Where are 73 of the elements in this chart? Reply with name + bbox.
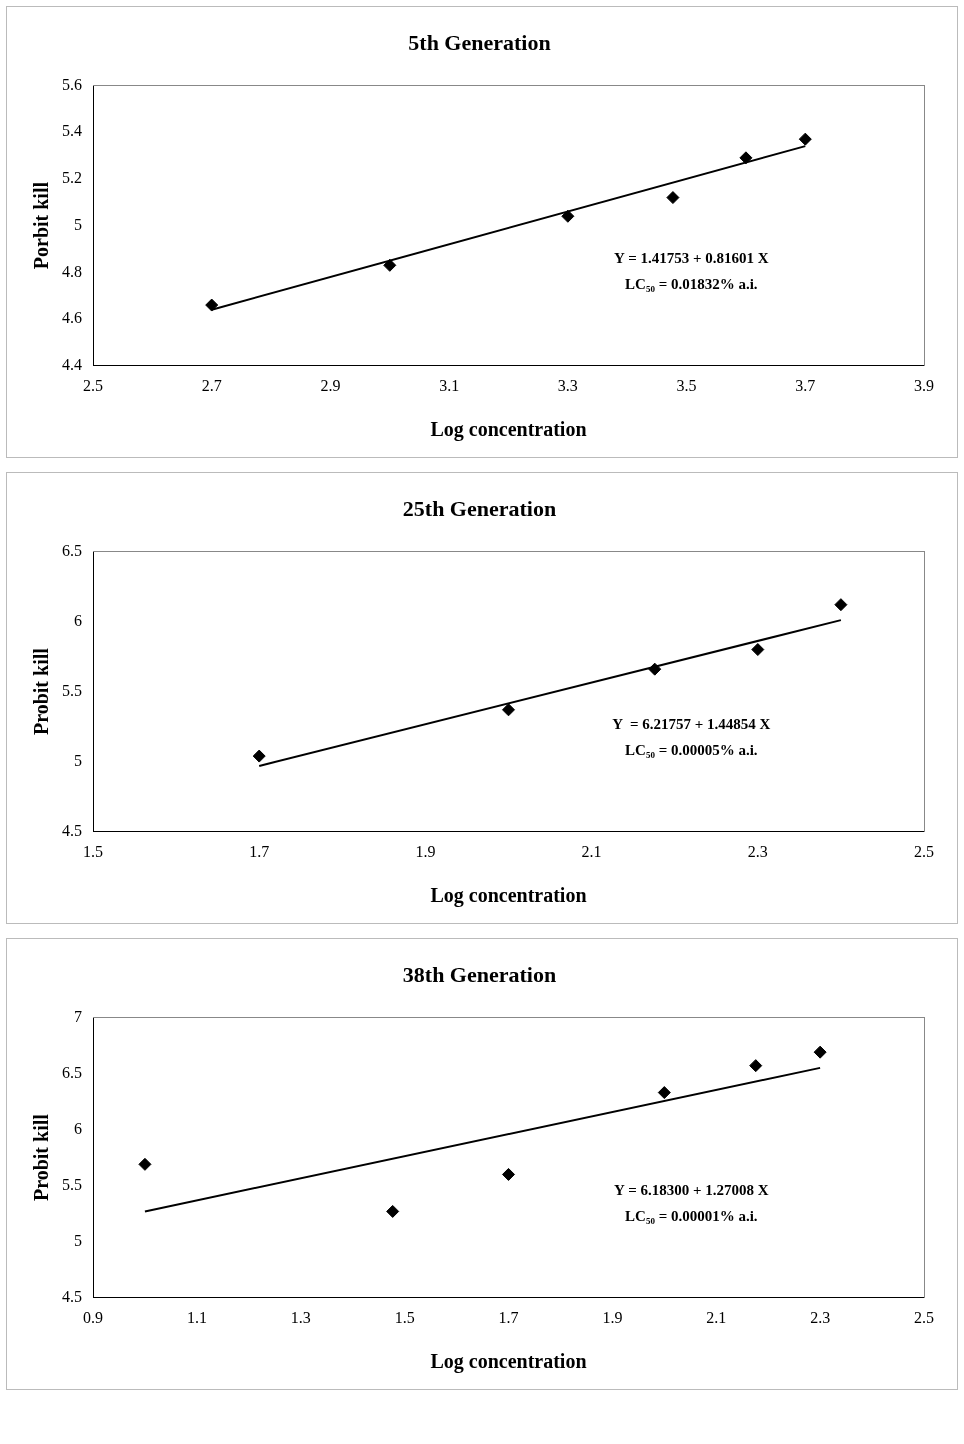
y-axis-title: Probit kill [30,1113,53,1202]
point [648,662,662,676]
y-tick-label: 4.8 [62,262,82,280]
y-axis-title: Porbit kill [30,181,53,270]
x-tick-label: 3.7 [795,376,816,394]
y-tick-label: 5 [74,1231,82,1249]
x-tick-label: 3.5 [676,376,697,394]
point [205,298,219,312]
x-tick-label: 2.3 [810,1308,831,1326]
annotation: Y = 1.41753 + 0.81601 X [614,250,769,267]
point [386,1204,400,1218]
y-tick-label: 4.5 [62,822,82,839]
y-tick-label: 5 [74,751,82,769]
y-tick-label: 5.5 [62,681,82,699]
point [739,151,753,165]
y-tick-label: 4.6 [62,309,82,327]
x-tick-label: 2.5 [914,842,934,860]
x-tick-label: 2.5 [914,1308,934,1326]
y-tick-label: 5.4 [62,122,82,140]
annotation: Y = 6.21757 + 1.44854 X [612,716,771,733]
annotation: Y = 6.18300 + 1.27008 X [614,1182,769,1199]
point [138,1157,152,1171]
point [751,643,765,657]
x-tick-label: 1.1 [186,1308,207,1326]
x-tick-label: 1.9 [415,842,436,860]
x-tick-label: 1.7 [249,842,270,860]
y-tick-label: 6 [74,1119,82,1137]
x-tick-label: 1.9 [602,1308,623,1326]
point [252,749,266,763]
point [834,598,848,612]
y-tick-label: 4.5 [62,1288,82,1305]
point [798,132,812,146]
x-tick-label: 1.5 [394,1308,415,1326]
x-tick-label: 3.3 [557,376,578,394]
x-tick-label: 3.9 [914,376,934,394]
annotation: LC₅₀ = 0.01832% a.i. [625,276,758,293]
x-tick-label: 2.1 [581,842,602,860]
point [749,1059,763,1073]
x-tick-label: 1.5 [83,842,103,860]
x-tick-label: 2.7 [201,376,222,394]
point [813,1045,827,1059]
point [502,703,515,717]
y-tick-label: 5.6 [62,75,82,93]
y-tick-label: 6.5 [62,1063,82,1081]
point [657,1086,671,1100]
x-axis-title: Log concentration [430,1350,587,1374]
x-tick-label: 2.1 [706,1308,727,1326]
y-tick-label: 6 [74,611,82,629]
x-tick-label: 0.9 [83,1308,103,1326]
y-tick-label: 7 [74,1007,82,1025]
x-tick-label: 1.3 [290,1308,311,1326]
y-tick-label: 4.4 [62,356,82,373]
y-tick-label: 5.2 [62,169,82,187]
point [666,191,680,205]
annotation: LC₅₀ = 0.00005% a.i. [625,742,758,759]
x-axis-title: Log concentration [430,418,587,442]
x-tick-label: 1.7 [498,1308,519,1326]
x-tick-label: 2.9 [320,376,341,394]
y-tick-label: 5.5 [62,1175,82,1193]
y-tick-label: 5 [74,215,82,233]
x-tick-label: 3.1 [439,376,460,394]
chart-title: 38th Generation [402,961,557,987]
x-tick-label: 2.5 [83,376,103,394]
point [383,258,397,272]
point [502,1167,515,1181]
x-tick-label: 2.3 [747,842,768,860]
chart-title: 5th Generation [408,29,551,55]
chart-title: 25th Generation [402,495,557,521]
annotation: LC₅₀ = 0.00001% a.i. [625,1208,758,1225]
point [561,209,575,223]
y-tick-label: 6.5 [62,541,82,559]
y-axis-title: Probit kill [30,647,53,736]
x-axis-title: Log concentration [430,884,587,908]
